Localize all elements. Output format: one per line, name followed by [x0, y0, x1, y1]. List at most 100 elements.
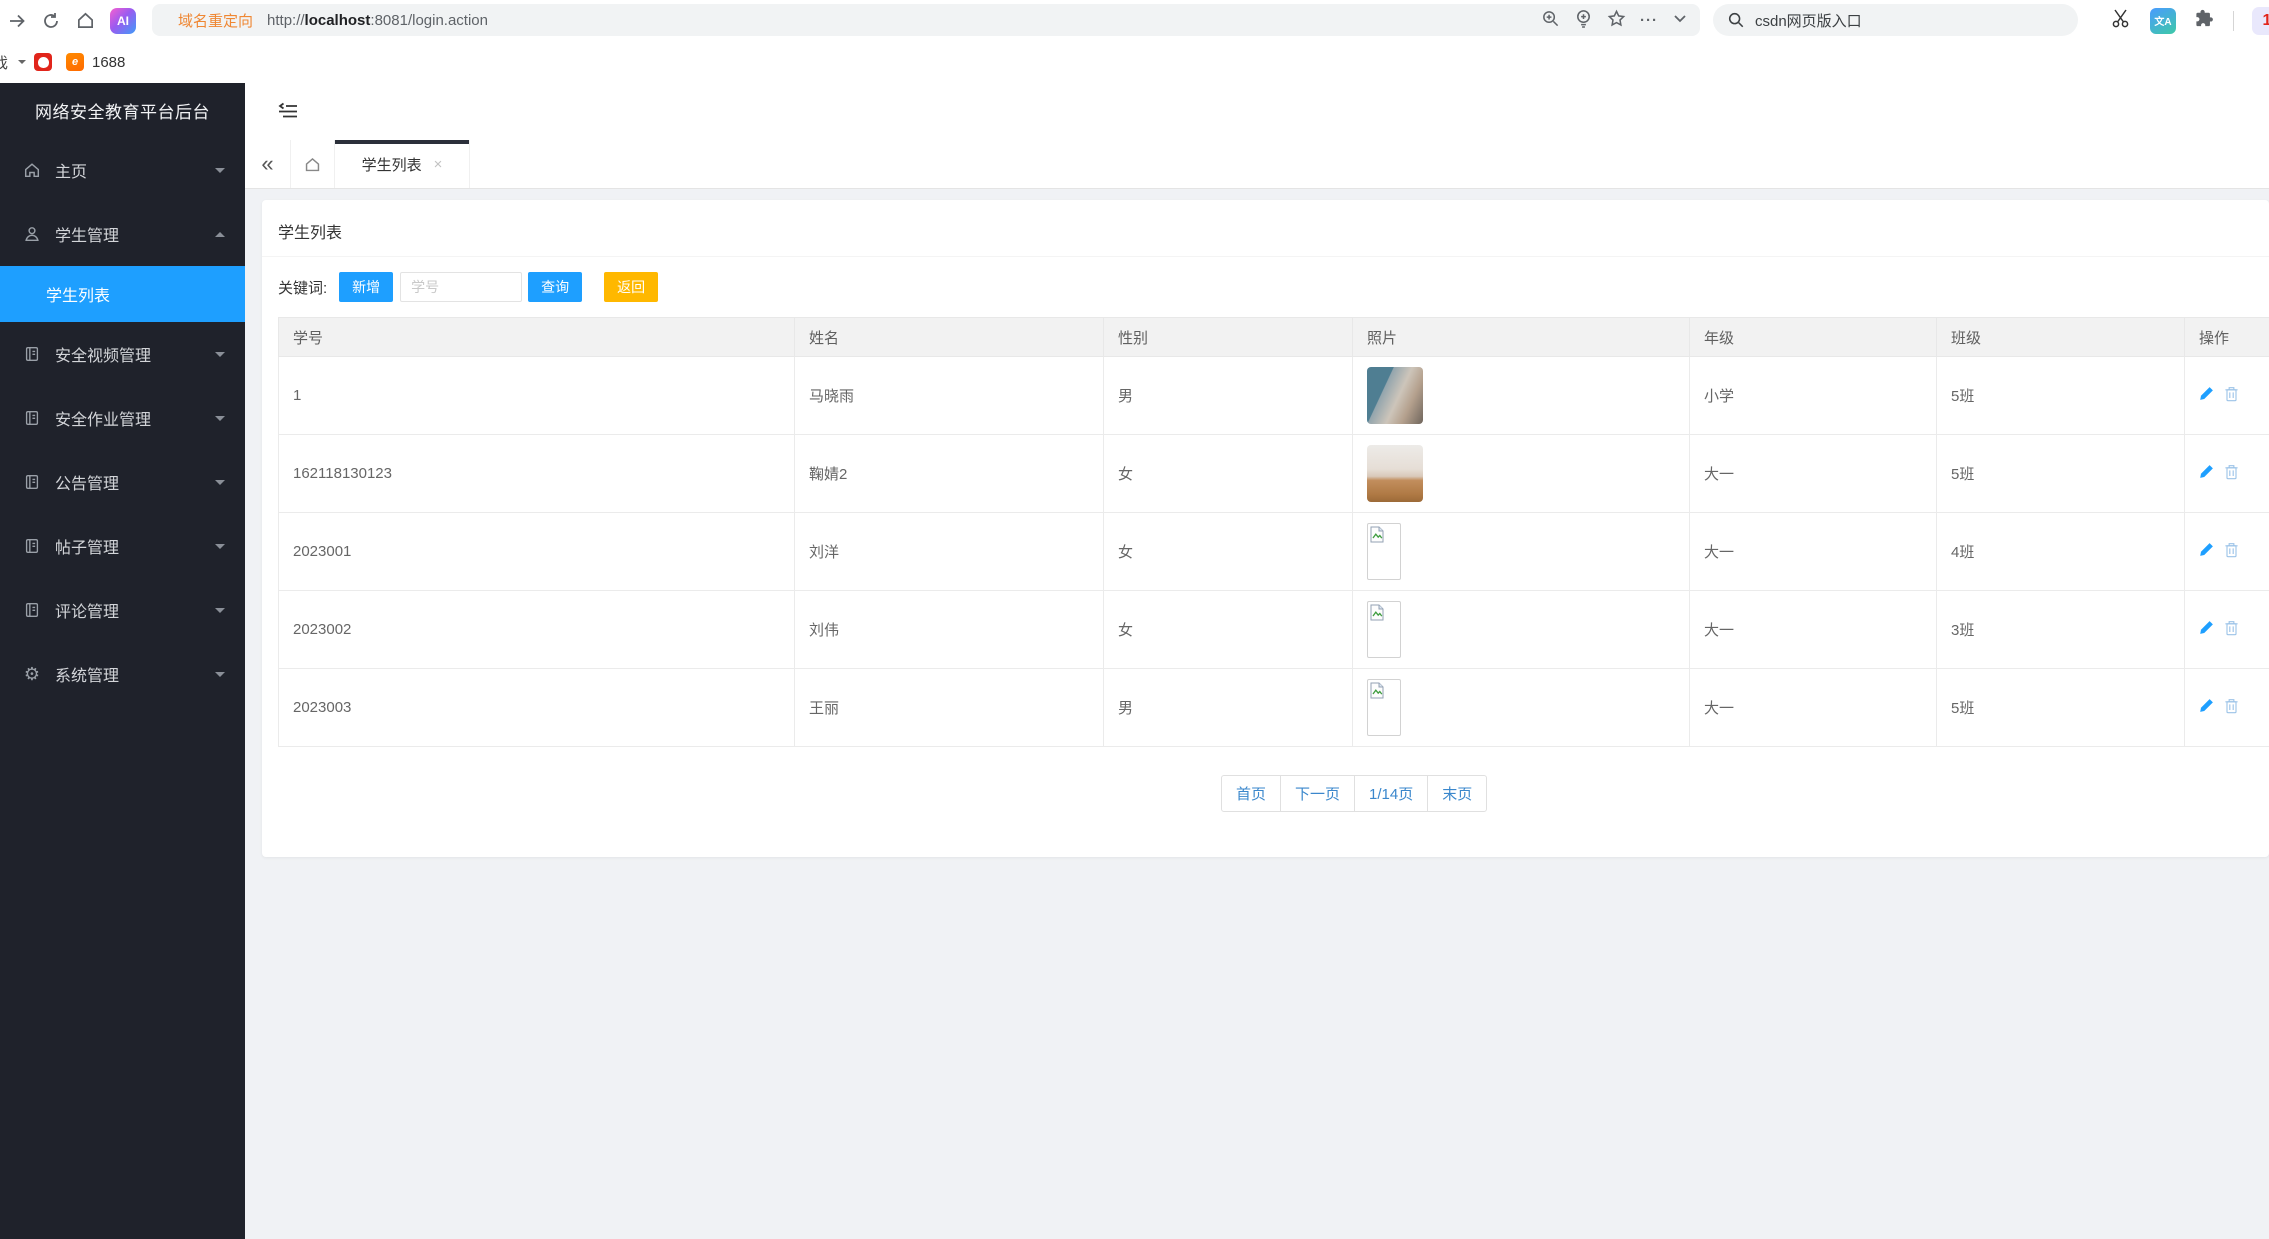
caret-icon	[215, 479, 225, 490]
broken-image-placeholder	[1367, 679, 1401, 736]
home-icon[interactable]	[68, 4, 102, 38]
user-icon	[22, 224, 42, 244]
pagination-button[interactable]: 1/14页	[1354, 775, 1429, 812]
sidebar-item[interactable]: 主页	[0, 138, 245, 202]
keyword-label: 关键词:	[278, 279, 328, 297]
cell-photo	[1352, 590, 1690, 669]
tab-student-list[interactable]: 学生列表 ×	[335, 140, 470, 188]
refresh-icon[interactable]	[34, 4, 68, 38]
caret-icon	[215, 227, 225, 237]
column-header: 性别	[1103, 317, 1353, 357]
cell-name: 王丽	[794, 668, 1104, 747]
cell-class: 5班	[1936, 434, 2185, 513]
edit-icon[interactable]	[2199, 698, 2214, 717]
cell-name: 刘洋	[794, 512, 1104, 591]
cell-gender: 男	[1103, 356, 1353, 435]
delete-icon[interactable]	[2224, 386, 2239, 406]
clipped-bookmark-label[interactable]: 戏	[0, 55, 9, 72]
cell-photo	[1352, 512, 1690, 591]
cell-class: 5班	[1936, 668, 2185, 747]
browser-toolbar: AI 域名重定向 http://localhost:8081/login.act…	[0, 0, 2269, 41]
cell-actions	[2184, 590, 2269, 669]
search-box[interactable]: csdn网页版入口	[1713, 4, 2078, 36]
document-icon	[22, 408, 42, 428]
sidebar-item[interactable]: 帖子管理	[0, 514, 245, 578]
jd-bookmark-icon[interactable]	[34, 53, 52, 71]
student-photo	[1367, 445, 1423, 502]
caret-icon	[215, 167, 225, 178]
close-tab-icon[interactable]: ×	[433, 155, 443, 173]
favorite-star-icon[interactable]	[1607, 9, 1626, 32]
cell-student-id: 2023003	[278, 668, 795, 747]
browser-profile-icon[interactable]: 1	[2252, 6, 2269, 35]
cell-name: 鞠婧2	[794, 434, 1104, 513]
delete-icon[interactable]	[2224, 620, 2239, 640]
sidebar-item[interactable]: 安全视频管理	[0, 322, 245, 386]
edit-icon[interactable]	[2199, 386, 2214, 405]
delete-icon[interactable]	[2224, 542, 2239, 562]
zoom-in-icon[interactable]	[1541, 9, 1560, 32]
add-button[interactable]: 新增	[339, 272, 394, 302]
column-header: 姓名	[794, 317, 1104, 357]
cell-name: 刘伟	[794, 590, 1104, 669]
caret-icon	[215, 351, 225, 362]
sidebar: 网络安全教育平台后台 主页 学生管理 学生列表 安全视频管理 安全作业管理 公告…	[0, 83, 245, 1239]
bookmark-label[interactable]: 1688	[92, 53, 126, 71]
bookmarks-bar: 戏 e 1688	[0, 41, 2269, 83]
address-bar[interactable]: 域名重定向 http://localhost:8081/login.action…	[152, 4, 1700, 36]
cell-student-id: 1	[278, 356, 795, 435]
pagination-button[interactable]: 下一页	[1280, 775, 1356, 812]
ai-assistant-icon[interactable]: AI	[110, 7, 136, 34]
more-icon[interactable]: ···	[1640, 11, 1658, 29]
cell-student-id: 2023002	[278, 590, 795, 669]
cell-actions	[2184, 434, 2269, 513]
column-header: 班级	[1936, 317, 2185, 357]
collections-icon[interactable]	[1574, 9, 1593, 32]
pagination-button[interactable]: 末页	[1427, 775, 1488, 812]
chevron-down-icon[interactable]	[1672, 10, 1688, 30]
student-id-input[interactable]	[400, 272, 523, 302]
collapse-sidebar-icon[interactable]	[278, 101, 298, 126]
scroll-tabs-left-icon[interactable]: «	[261, 151, 274, 176]
scissors-icon[interactable]	[2110, 7, 2132, 34]
cell-gender: 男	[1103, 668, 1353, 747]
sidebar-item[interactable]: 学生管理	[0, 202, 245, 266]
sidebar-subitem[interactable]: 学生列表	[0, 266, 245, 322]
extensions-puzzle-icon[interactable]	[2194, 8, 2215, 34]
cell-class: 5班	[1936, 356, 2185, 435]
pagination-button[interactable]: 首页	[1221, 775, 1282, 812]
delete-icon[interactable]	[2224, 698, 2239, 718]
1688-bookmark-icon[interactable]: e	[66, 53, 84, 71]
edit-icon[interactable]	[2199, 542, 2214, 561]
sidebar-item[interactable]: 安全作业管理	[0, 386, 245, 450]
column-header: 照片	[1352, 317, 1690, 357]
table-row: 2023001 刘洋 女 大一 4班	[278, 512, 2269, 591]
column-header: 年级	[1689, 317, 1937, 357]
edit-icon[interactable]	[2199, 620, 2214, 639]
sidebar-item[interactable]: 公告管理	[0, 450, 245, 514]
cell-grade: 大一	[1689, 434, 1937, 513]
home-tab[interactable]	[290, 140, 335, 188]
document-icon	[22, 536, 42, 556]
bookmark-folder-caret-icon[interactable]	[18, 60, 26, 68]
cell-student-id: 162118130123	[278, 434, 795, 513]
edit-icon[interactable]	[2199, 464, 2214, 483]
back-button[interactable]: 返回	[604, 272, 659, 302]
table-row: 2023002 刘伟 女 大一 3班	[278, 590, 2269, 669]
cell-gender: 女	[1103, 434, 1353, 513]
sidebar-item[interactable]: 评论管理	[0, 578, 245, 642]
document-icon	[22, 472, 42, 492]
search-button[interactable]: 查询	[528, 272, 583, 302]
url-scheme: http://	[267, 11, 305, 29]
delete-icon[interactable]	[2224, 464, 2239, 484]
table-header-row: 学号 姓名 性别 照片 年级 班级 操作	[278, 317, 2269, 357]
student-photo	[1367, 367, 1423, 424]
column-header: 学号	[278, 317, 795, 357]
translate-icon[interactable]: 文A	[2150, 7, 2176, 34]
cell-class: 3班	[1936, 590, 2185, 669]
sidebar-item[interactable]: ⚙ 系统管理	[0, 642, 245, 706]
forward-icon[interactable]	[0, 4, 34, 38]
cell-class: 4班	[1936, 512, 2185, 591]
